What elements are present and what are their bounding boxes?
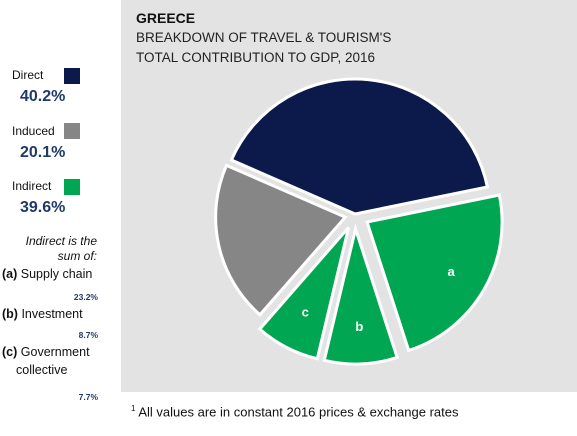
pie-slice-b — [322, 223, 400, 366]
pie-label-b: b — [355, 319, 363, 334]
indirect-item-b-letter: (b) — [2, 307, 18, 321]
indirect-item-a-text: Supply chain — [20, 267, 93, 281]
indirect-item-c-label: (c) Government — [2, 344, 90, 361]
pie-slice-direct — [229, 77, 490, 216]
legend-induced-swatch — [64, 123, 80, 139]
legend-direct-label: Direct — [12, 68, 44, 82]
footnote-marker: 1 — [131, 404, 136, 413]
footnote-text: All values are in constant 2016 prices &… — [138, 404, 459, 420]
indirect-item-c-value: 7.7% — [78, 392, 98, 402]
legend-direct-value: 40.2% — [20, 88, 66, 105]
indirect-item-b-label: (b) Investment — [2, 306, 83, 323]
footnote: 1 All values are in constant 2016 prices… — [131, 404, 459, 419]
pie-slice-induced — [214, 163, 348, 317]
chart-title-line-1: BREAKDOWN OF TRAVEL & TOURISM'S — [136, 30, 392, 45]
indirect-item-c-text: Government — [20, 345, 90, 359]
pie-label-a: a — [447, 264, 455, 279]
legend-induced-label: Induced — [12, 124, 55, 138]
chart-title-line-2: TOTAL CONTRIBUTION TO GDP, 2016 — [136, 50, 376, 65]
legend-induced-value: 20.1% — [20, 144, 66, 161]
indirect-item-a-letter: (a) — [2, 267, 18, 281]
pie-slice-c — [257, 226, 351, 361]
chart-country-title: GREECE — [136, 10, 196, 26]
legend-direct-swatch — [64, 68, 80, 84]
legend-indirect-value: 39.6% — [20, 199, 66, 216]
legend-indirect-label: Indirect — [12, 179, 52, 193]
indirect-item-b-text: Investment — [21, 307, 83, 321]
indirect-item-b-value: 8.7% — [78, 330, 98, 340]
indirect-item-c-letter: (c) — [2, 345, 18, 359]
pie-slice-a — [365, 193, 504, 353]
indirect-item-a-label: (a) Supply chain — [2, 266, 92, 283]
legend-indirect-swatch — [64, 179, 80, 195]
pie-label-c: c — [302, 304, 309, 319]
indirect-note-heading-2: sum of: — [57, 249, 97, 263]
indirect-item-c-label-2: collective — [16, 363, 68, 377]
indirect-item-a-value: 23.2% — [73, 292, 98, 302]
indirect-note-heading-1: Indirect is the — [25, 234, 97, 248]
